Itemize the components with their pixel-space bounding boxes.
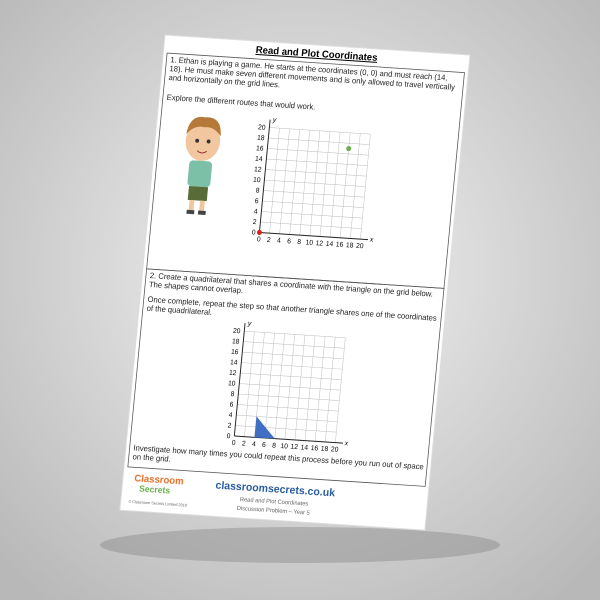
grid-line	[265, 169, 367, 177]
x-tick-label: 6	[287, 238, 292, 245]
point	[256, 229, 262, 236]
y-tick-label: 12	[229, 370, 237, 378]
grid-line	[261, 211, 363, 219]
grid-line	[266, 158, 368, 166]
x-tick-label: 2	[242, 440, 247, 447]
grid-line	[268, 137, 370, 145]
x-tick-label: 16	[335, 241, 343, 249]
x-tick-label: 8	[272, 442, 277, 449]
axis	[259, 231, 369, 241]
grid-line	[263, 190, 365, 198]
y-tick-label: 4	[228, 412, 233, 419]
y-tick-label: 18	[257, 135, 265, 143]
box	[127, 268, 445, 487]
y-tick-label: 0	[226, 433, 231, 440]
x-tick-label: 18	[346, 242, 354, 250]
logo: Classroom	[134, 473, 185, 487]
grid-line	[244, 330, 346, 338]
y-tick-label: 14	[230, 359, 238, 367]
y-tick-label: 16	[256, 145, 264, 153]
grid-line	[242, 351, 344, 359]
axis	[258, 119, 271, 233]
y-tick-label: 2	[227, 422, 232, 429]
y-tick-label: 6	[254, 198, 259, 205]
y-tick-label: 14	[255, 156, 263, 164]
y-axis-label: y	[247, 320, 253, 327]
worksheet: Read and Plot Coordinates 1. Ethan is pl…	[119, 34, 471, 531]
y-tick-label: 20	[233, 328, 241, 336]
y-tick-label: 8	[230, 391, 235, 398]
x-tick-label: 2	[267, 237, 272, 244]
grid-line	[239, 383, 341, 391]
grid-line	[236, 414, 338, 422]
x-tick-label: 0	[231, 440, 236, 447]
y-tick-label: 20	[258, 124, 266, 132]
grid-line	[235, 425, 337, 433]
y-tick-label: 16	[231, 349, 239, 357]
grid-line	[238, 393, 340, 401]
x-axis-label: x	[344, 440, 350, 447]
shadow	[100, 527, 500, 563]
x-tick-label: 8	[297, 239, 302, 246]
copyright: © Classroom Secrets Limited 2019	[128, 499, 187, 508]
level: Discussion Problem – Year 5	[237, 506, 310, 517]
x-tick-label: 10	[280, 443, 288, 451]
grid-line	[262, 200, 364, 208]
y-tick-label: 10	[228, 380, 236, 388]
y-tick-label: 4	[253, 208, 258, 215]
y-tick-label: 10	[253, 177, 261, 185]
y-tick-label: 18	[232, 338, 240, 346]
x-tick-label: 12	[290, 444, 298, 452]
grid-line	[241, 362, 343, 370]
x-tick-label: 4	[277, 237, 282, 244]
y-tick-label: 0	[251, 229, 256, 236]
resource: Read and Plot Coordinates	[240, 497, 309, 508]
y-tick-label: 8	[255, 187, 260, 194]
x-tick-label: 4	[252, 441, 257, 448]
x-tick-label: 6	[262, 442, 267, 449]
boy	[185, 116, 221, 215]
grid-line	[267, 148, 369, 156]
grid-line	[243, 341, 345, 349]
x-tick-label: 18	[320, 446, 328, 454]
y-axis-label: y	[272, 117, 278, 124]
y-tick-label: 12	[254, 166, 262, 174]
x-tick-label: 12	[315, 240, 323, 248]
x-tick-label: 14	[325, 241, 333, 249]
triangle	[254, 416, 275, 439]
y-tick-label: 6	[229, 401, 234, 408]
x-tick-label: 0	[257, 236, 262, 243]
y-tick-label: 2	[252, 219, 257, 226]
axis	[234, 435, 344, 444]
point	[346, 145, 352, 152]
axis	[233, 323, 246, 437]
x-tick-label: 20	[356, 243, 364, 251]
grid-line	[264, 179, 366, 187]
x-tick-label: 16	[310, 445, 318, 453]
x-tick-label: 14	[300, 444, 308, 452]
grid-line	[260, 221, 362, 229]
grid-line	[237, 404, 339, 412]
grid-line	[269, 127, 371, 135]
logo: Secrets	[139, 483, 171, 495]
x-axis-label: x	[369, 237, 375, 244]
x-tick-label: 20	[331, 446, 339, 454]
x-tick-label: 10	[305, 239, 313, 247]
grid-line	[240, 372, 342, 380]
